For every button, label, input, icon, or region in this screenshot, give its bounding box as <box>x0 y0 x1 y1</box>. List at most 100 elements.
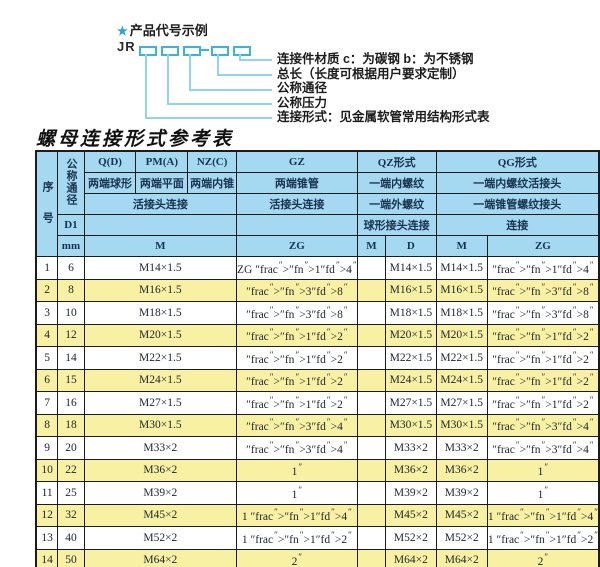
cell-qz-m <box>356 256 387 280</box>
cell-qz-m <box>356 481 387 505</box>
cell-qg-m: M24×1.5 <box>435 368 488 392</box>
product-code-heading: ★ 产品代号示例 <box>117 20 208 39</box>
code-field-box-1 <box>139 46 157 56</box>
connector-line-horizontal <box>189 89 272 91</box>
cell-qg-zg: ″frac″>″fn″>3″fd″>8″ <box>486 278 600 302</box>
cell-qg-zg: ″frac″>″fn″>3″fd″>4″ <box>486 413 600 437</box>
cell-serial: 10 <box>35 458 59 482</box>
code-field-box-4 <box>211 46 229 56</box>
cell-serial: 12 <box>35 503 59 527</box>
cell-qg-zg: ″frac″>″fn″>3″fd″>4″ <box>486 436 600 460</box>
cell-qg-m: M30×1.5 <box>435 413 488 437</box>
cell-serial: 2 <box>35 278 59 302</box>
cell-qz-d: M22×1.5 <box>385 346 437 370</box>
cell-serial: 1 <box>35 256 59 280</box>
header-qz-d: D <box>385 235 437 257</box>
code-field-box-2 <box>161 46 179 56</box>
cell-m-thread: M30×1.5 <box>83 413 238 437</box>
cell-diameter-mm: 14 <box>57 346 85 370</box>
cell-gz-taper: ″frac″>″fn″>1″fd″>2″ <box>236 391 358 415</box>
cell-diameter-mm: 25 <box>57 481 85 505</box>
cell-qz-d: M39×2 <box>385 481 437 505</box>
header-desc-qg: 一端内螺纹活接头 <box>435 172 600 194</box>
cell-m-thread: M16×1.5 <box>83 278 238 302</box>
table-row: 5 14 M22×1.5 ″frac″>″fn″>1″fd″>2″ M22×1.… <box>35 346 600 370</box>
header-d1: D1 <box>57 214 85 236</box>
cell-qg-zg: 2″ <box>486 548 600 567</box>
cell-serial: 11 <box>35 481 59 505</box>
connector-line-vertical <box>189 54 191 90</box>
cell-qz-d: M52×2 <box>385 526 437 550</box>
cell-qz-m <box>356 391 387 415</box>
cell-qg-m: M36×2 <box>435 458 488 482</box>
cell-qg-m: M27×1.5 <box>435 391 488 415</box>
cell-serial: 4 <box>35 323 59 347</box>
header-zg-gz: ZG <box>236 235 358 257</box>
header-union-left: 活接头连接 <box>83 193 238 215</box>
cell-qg-zg: 1 ″frac″>″fn″>1″fd″>4″ <box>486 503 600 527</box>
cell-serial: 13 <box>35 526 59 550</box>
code-field-labels: 连接件材质 c：为碳钢 b：为不锈钢 总长（长度可根据用户要求定制） 公称通径 … <box>277 52 490 125</box>
table-row: 14 50 M64×2 2″ M64×2 M64×2 2″ <box>35 548 600 567</box>
code-field-box-5 <box>233 46 251 56</box>
cell-qz-m <box>356 413 387 437</box>
table-row: 4 12 M20×1.5 ″frac″>″fn″>1″fd″>2″ M20×1.… <box>35 323 600 347</box>
label-connection-form: 连接形式：见金属软管常用结构形式表 <box>277 110 490 125</box>
cell-m-thread: M36×2 <box>83 458 238 482</box>
header-desc3-qz: 球形接头连接 <box>356 214 437 236</box>
cell-diameter-mm: 50 <box>57 548 85 567</box>
table-row: 10 22 M36×2 1″ M36×2 M36×2 1″ <box>35 458 600 482</box>
cell-qg-zg: ″frac″>″fn″>1″fd″>4″ <box>486 256 600 280</box>
cell-diameter-mm: 40 <box>57 526 85 550</box>
cell-diameter-mm: 10 <box>57 301 85 325</box>
cell-diameter-mm: 32 <box>57 503 85 527</box>
table-row: 3 10 M18×1.5 ″frac″>″fn″>3″fd″>8″ M18×1.… <box>35 301 600 325</box>
cell-gz-taper: ″frac″>″fn″>3″fd″>4″ <box>236 413 358 437</box>
cell-diameter-mm: 20 <box>57 436 85 460</box>
header-desc2-qg: 一端锥管螺纹接头 <box>435 193 600 215</box>
table-row: 8 18 M30×1.5 ″frac″>″fn″>3″fd″>4″ M30×1.… <box>35 413 600 437</box>
cell-qg-zg: 1 ″frac″>″fn″>1″fd″>2″ <box>486 526 600 550</box>
table-row: 7 16 M27×1.5 ″frac″>″fn″>1″fd″>2″ M27×1.… <box>35 391 600 415</box>
cell-qg-zg: ″frac″>″fn″>1″fd″>2″ <box>486 346 600 370</box>
table-row: 9 20 M33×2 ″frac″>″fn″>3″fd″>4″ M33×2 M3… <box>35 436 600 460</box>
header-union-gz: 活接头连接 <box>236 193 358 215</box>
cell-qz-d: M18×1.5 <box>385 301 437 325</box>
header-desc-nzc: 两端内锥 <box>187 172 238 194</box>
cell-qg-zg: 1″ <box>486 481 600 505</box>
cell-m-thread: M14×1.5 <box>83 256 238 280</box>
cell-qg-m: M52×2 <box>435 526 488 550</box>
cell-qz-m <box>356 548 387 567</box>
cell-qz-d: M16×1.5 <box>385 278 437 302</box>
header-code-qz: QZ形式 <box>356 150 437 173</box>
cell-diameter-mm: 6 <box>57 256 85 280</box>
table-row: 6 15 M24×1.5 ″frac″>″fn″>1″fd″>2″ M24×1.… <box>35 368 600 392</box>
header-qz-m: M <box>356 235 387 257</box>
connector-line-vertical <box>167 54 169 104</box>
cell-m-thread: M33×2 <box>83 436 238 460</box>
cell-m-thread: M22×1.5 <box>83 346 238 370</box>
nut-connection-table: 序号 公称通径 Q(D) PM(A) NZ(C) GZ QZ形式 QG形式 两端… <box>35 150 600 567</box>
label-total-length: 总长（长度可根据用户要求定制） <box>277 66 465 81</box>
code-dash <box>200 49 209 51</box>
connector-line-vertical <box>217 54 219 75</box>
cell-qz-m <box>356 301 387 325</box>
cell-qz-m <box>356 346 387 370</box>
cell-qz-d: M30×1.5 <box>385 413 437 437</box>
cell-diameter-mm: 22 <box>57 458 85 482</box>
cell-m-thread: M27×1.5 <box>83 391 238 415</box>
cell-qz-d: M36×2 <box>385 458 437 482</box>
cell-qg-m: M45×2 <box>435 503 488 527</box>
connector-line-horizontal <box>239 59 272 61</box>
cell-qz-m <box>356 323 387 347</box>
connector-line-vertical <box>145 54 147 118</box>
cell-qz-m <box>356 368 387 392</box>
header-code-qd: Q(D) <box>83 150 137 173</box>
cell-qg-m: M33×2 <box>435 436 488 460</box>
cell-serial: 9 <box>35 436 59 460</box>
cell-diameter-mm: 18 <box>57 413 85 437</box>
cell-qg-m: M64×2 <box>435 548 488 567</box>
header-empty-gz <box>236 214 358 236</box>
header-desc2-qz: 一端外螺纹 <box>356 193 437 215</box>
cell-diameter-mm: 15 <box>57 368 85 392</box>
